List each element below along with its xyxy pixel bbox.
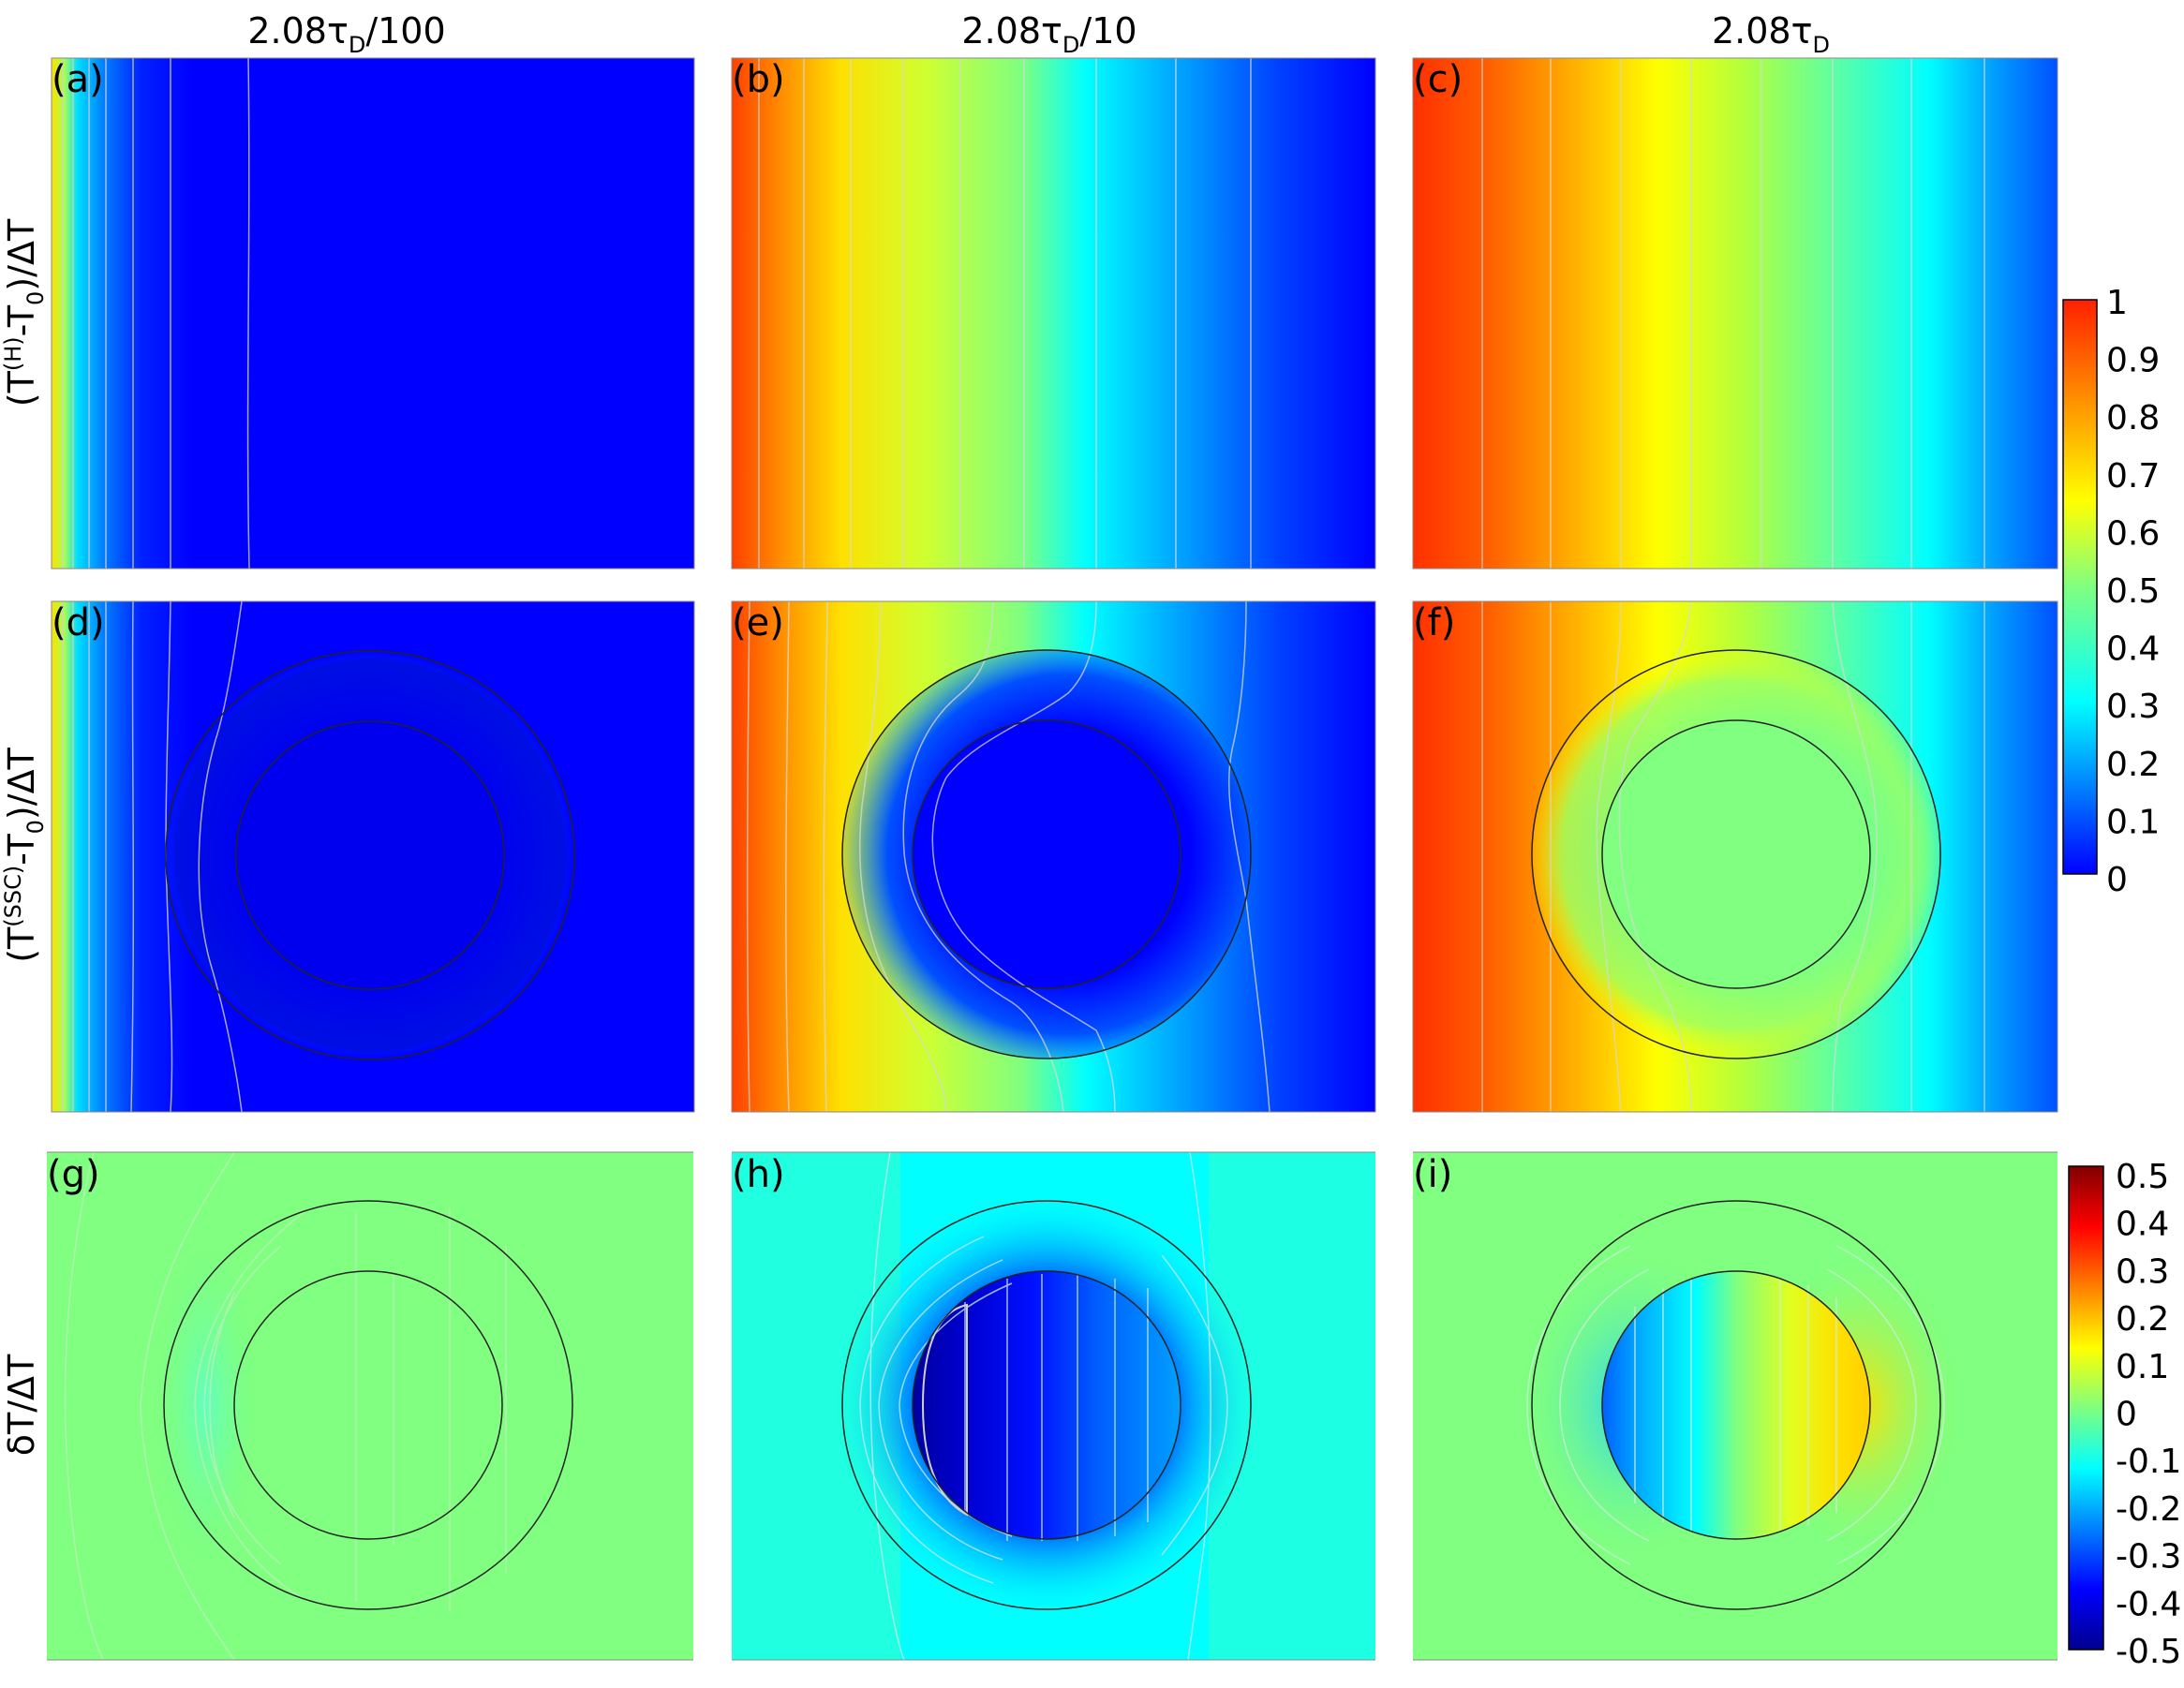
panel-label: (f) <box>1413 601 1455 644</box>
deviation-colorbar: 0.5 0.4 0.3 0.2 0.1 0 -0.1 -0.2 -0.3 -0.4 -0.5 <box>2068 1158 2181 1671</box>
colorbar-tick-label: 0.7 <box>2106 457 2160 496</box>
panel-label: (a) <box>52 58 104 101</box>
colorbar-tick-label: 1 <box>2106 284 2128 322</box>
colorbar-tick-label: 0.5 <box>2116 1158 2169 1196</box>
row-title: (T(SSC)-T0)/ΔT <box>0 747 49 962</box>
panel-labels: (a) (b) (c) (d) (e) (f) (g) (h) (i) <box>47 58 1463 1196</box>
colorbar-tick-label: 0.9 <box>2106 342 2160 380</box>
column-titles: 2.08τD/100 2.08τD/10 2.08τD <box>247 10 1830 58</box>
colorbar-tick-label: 0.3 <box>2116 1252 2169 1291</box>
panel-label: (h) <box>732 1153 785 1196</box>
panel-f <box>1412 600 2058 1113</box>
panel-h <box>732 1151 1375 1661</box>
panel-label: (d) <box>52 601 105 644</box>
panel-e <box>731 600 1376 1113</box>
panel-label: (b) <box>732 58 785 101</box>
colorbar-tick-label: -0.5 <box>2116 1633 2181 1671</box>
panel-a <box>51 57 695 570</box>
row-titles: (T(H)-T0)/ΔT (T(SSC)-T0)/ΔT δT/ΔT <box>0 218 49 1456</box>
colorbar-tick-label: 0.5 <box>2106 572 2160 611</box>
panel-b <box>731 57 1376 570</box>
colorbar-tick-label: 0.4 <box>2106 630 2160 669</box>
colorbar-tick-label: 0.1 <box>2116 1348 2169 1386</box>
panel-g <box>47 1151 693 1661</box>
row-title: (T(H)-T0)/ΔT <box>0 218 49 407</box>
panel-label: (g) <box>47 1153 100 1196</box>
colorbar-tick-label: 0.4 <box>2116 1206 2169 1244</box>
colorbar-tick-label: -0.4 <box>2116 1585 2181 1623</box>
column-title: 2.08τD/10 <box>961 10 1137 58</box>
colorbar-tick-label: -0.2 <box>2116 1490 2181 1529</box>
temperature-colorbar: 1 0.9 0.8 0.7 0.6 0.5 0.4 0.3 0.2 0.1 0 <box>2062 284 2160 899</box>
colorbar-tick-label: 0.6 <box>2106 514 2160 553</box>
colorbar-tick-label: 0.2 <box>2106 746 2160 784</box>
colorbar-tick-label: -0.3 <box>2116 1538 2181 1577</box>
colorbar-tick-label: 0.3 <box>2106 688 2160 726</box>
panel-label: (c) <box>1413 58 1463 101</box>
colorbar-tick-label: 0.1 <box>2106 803 2160 841</box>
row-title: δT/ΔT <box>1 1354 42 1456</box>
panel-i <box>1413 1151 2058 1661</box>
column-title: 2.08τD/100 <box>247 10 445 58</box>
panel-label: (i) <box>1413 1153 1452 1196</box>
colorbar-tick-label: 0 <box>2106 861 2128 899</box>
colorbar-tick-label: 0.8 <box>2106 399 2160 437</box>
colorbar-tick-label: 0.2 <box>2116 1300 2169 1339</box>
column-title: 2.08τD <box>1712 10 1830 58</box>
panel-label: (e) <box>732 601 784 644</box>
colorbar-tick-label: -0.1 <box>2116 1443 2181 1481</box>
colorbar-tick-label: 0 <box>2116 1396 2137 1434</box>
panel-d <box>51 600 695 1113</box>
panel-c <box>1412 57 2058 570</box>
